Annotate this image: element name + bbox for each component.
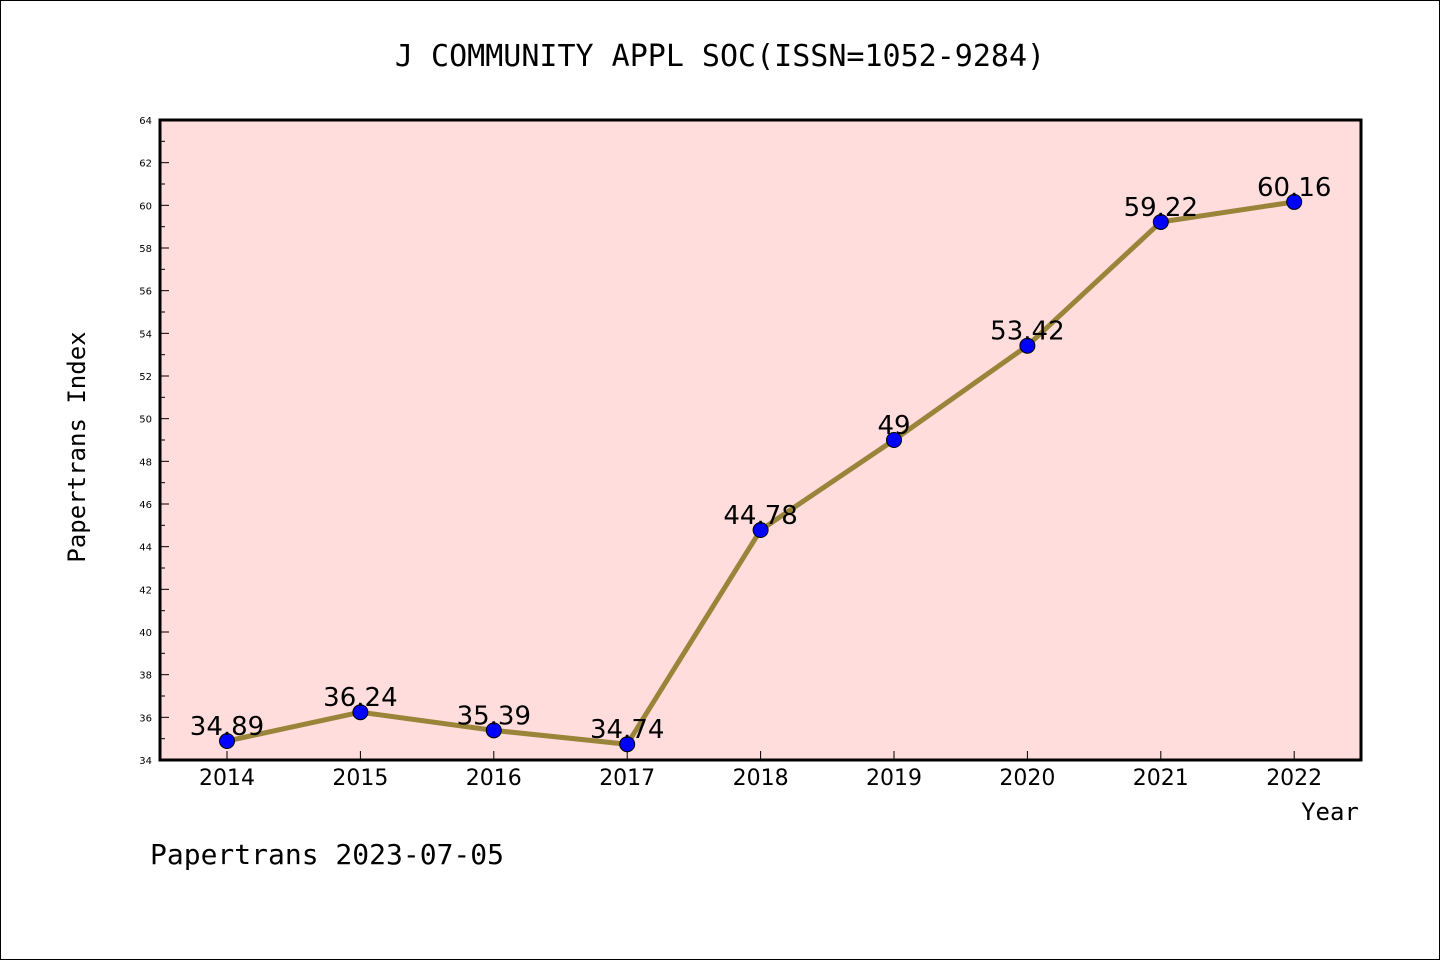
data-label: 35.39: [457, 701, 531, 731]
x-tick-label: 2022: [1266, 766, 1322, 791]
data-label: 49: [877, 411, 910, 441]
y-tick-label: 42: [139, 585, 152, 596]
x-axis-label: Year: [1301, 798, 1359, 826]
y-tick-label: 44: [139, 543, 152, 554]
x-axis: 2014 2015 2016 2017 2018 2019 2020 2021 2022: [199, 751, 1322, 791]
x-tick-label: 2016: [466, 766, 522, 791]
y-tick-label: 58: [139, 244, 152, 255]
series-markers: [219, 193, 1303, 753]
x-tick-label: 2019: [866, 766, 922, 791]
data-point: [1286, 193, 1303, 210]
y-tick-label: 54: [139, 329, 152, 340]
data-label: 34.74: [590, 715, 664, 745]
y-axis-label: Papertrans Index: [63, 331, 91, 562]
chart-title: J COMMUNITY APPL SOC(ISSN=1052-9284): [395, 39, 1045, 74]
data-point: [1019, 337, 1036, 354]
y-tick-label: 50: [139, 415, 152, 426]
footer-text: Papertrans 2023-07-05: [150, 838, 504, 871]
y-tick-label: 56: [139, 287, 152, 298]
x-tick-label: 2015: [332, 766, 388, 791]
y-tick-label: 60: [139, 201, 152, 212]
data-point: [485, 722, 502, 739]
data-label: 53.42: [990, 317, 1064, 347]
data-point: [1152, 213, 1169, 230]
data-label: 60.16: [1257, 173, 1331, 203]
y-tick-label: 40: [139, 628, 152, 639]
data-point: [886, 432, 902, 448]
y-tick-label: 62: [139, 159, 152, 170]
x-tick-label: 2021: [1133, 766, 1189, 791]
y-tick-label: 64: [139, 116, 152, 127]
data-label: 44.78: [723, 501, 797, 531]
data-point: [352, 704, 369, 721]
y-tick-label: 36: [139, 713, 152, 724]
data-label: 36.24: [323, 683, 397, 713]
y-tick-label: 34: [139, 756, 152, 767]
plot-border: [158, 118, 1363, 762]
y-tick-label: 46: [139, 500, 152, 511]
data-labels: 34.89 36.24 35.39 34.74 44.78 49 53.42 59.22 60.…: [190, 173, 1332, 745]
x-tick-label: 2014: [199, 766, 255, 791]
x-tick-label: 2018: [733, 766, 789, 791]
y-tick-label: 52: [139, 372, 152, 383]
y-tick-label: 38: [139, 671, 152, 682]
data-point: [619, 736, 636, 753]
data-label: 34.89: [190, 712, 264, 742]
x-tick-label: 2020: [999, 766, 1055, 791]
data-label: 59.22: [1124, 193, 1198, 223]
data-point: [219, 733, 235, 750]
data-point: [752, 522, 769, 539]
x-tick-label: 2017: [599, 766, 655, 791]
y-tick-label: 48: [139, 457, 152, 468]
